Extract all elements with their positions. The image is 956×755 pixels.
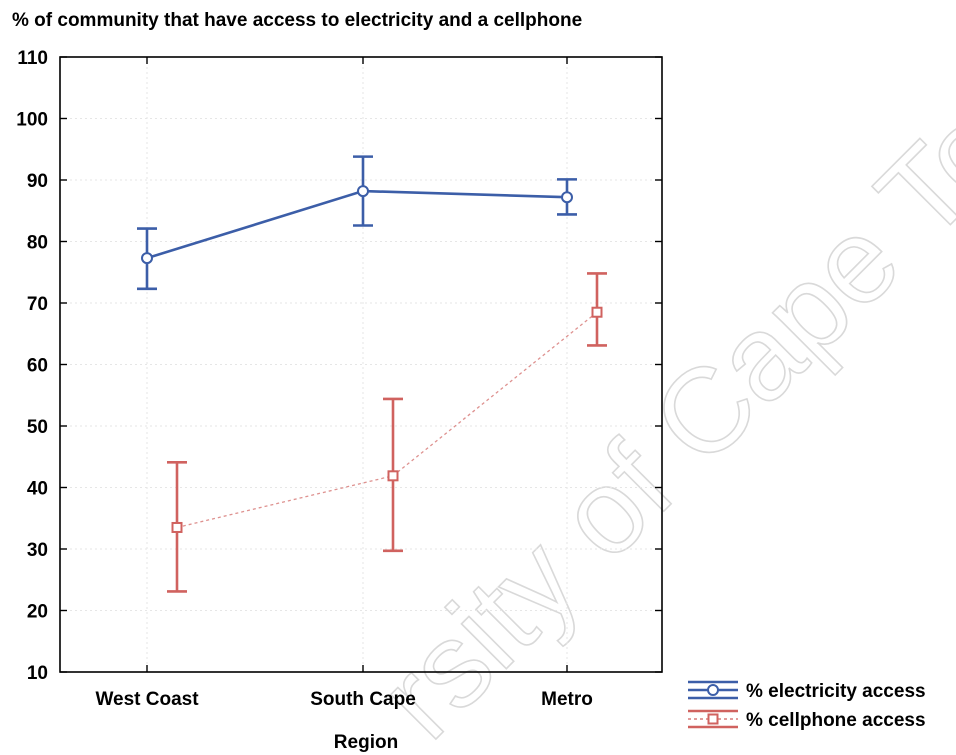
legend-marker	[707, 684, 719, 696]
legend-label: % cellphone access	[746, 710, 926, 731]
y-tick-label: 110	[17, 48, 48, 69]
legend-item-1: % electricity access	[688, 680, 926, 702]
y-axis: 10 20 30 40 50 60 70 80 90 100 110	[16, 48, 662, 684]
legend-marker	[707, 713, 719, 725]
grid	[60, 57, 662, 672]
data-point	[141, 252, 153, 265]
x-axis: West Coast South Cape Metro	[95, 57, 593, 710]
watermark-text: rsity of Cape Town	[354, 0, 956, 755]
series	[137, 155, 607, 593]
x-axis-title: Region	[334, 732, 398, 753]
y-tick-label: 80	[27, 233, 48, 254]
y-tick-label: 50	[27, 417, 48, 438]
data-point	[561, 191, 573, 204]
y-tick-label: 10	[27, 663, 48, 684]
legend-label: % electricity access	[746, 681, 926, 702]
watermark: rsity of Cape Town	[353, 0, 956, 755]
y-tick-label: 100	[16, 110, 48, 131]
x-tick-label: South Cape	[310, 689, 416, 710]
data-point	[591, 306, 603, 318]
y-tick-label: 70	[27, 294, 48, 315]
y-tick-label: 30	[27, 540, 48, 561]
data-point	[357, 185, 369, 198]
data-point	[171, 521, 183, 533]
y-tick-label: 20	[27, 602, 48, 623]
y-tick-label: 90	[27, 171, 48, 192]
x-tick-label: Metro	[541, 689, 593, 710]
legend: % electricity access % cellphone access	[688, 680, 926, 731]
data-point	[387, 470, 399, 482]
series-1	[137, 155, 577, 291]
series-2	[167, 272, 607, 593]
y-tick-label: 60	[27, 356, 48, 377]
x-tick-label: West Coast	[95, 689, 199, 710]
legend-item-2: % cellphone access	[688, 709, 926, 731]
chart-title: % of community that have access to elect…	[12, 10, 583, 31]
y-tick-label: 40	[27, 479, 48, 500]
